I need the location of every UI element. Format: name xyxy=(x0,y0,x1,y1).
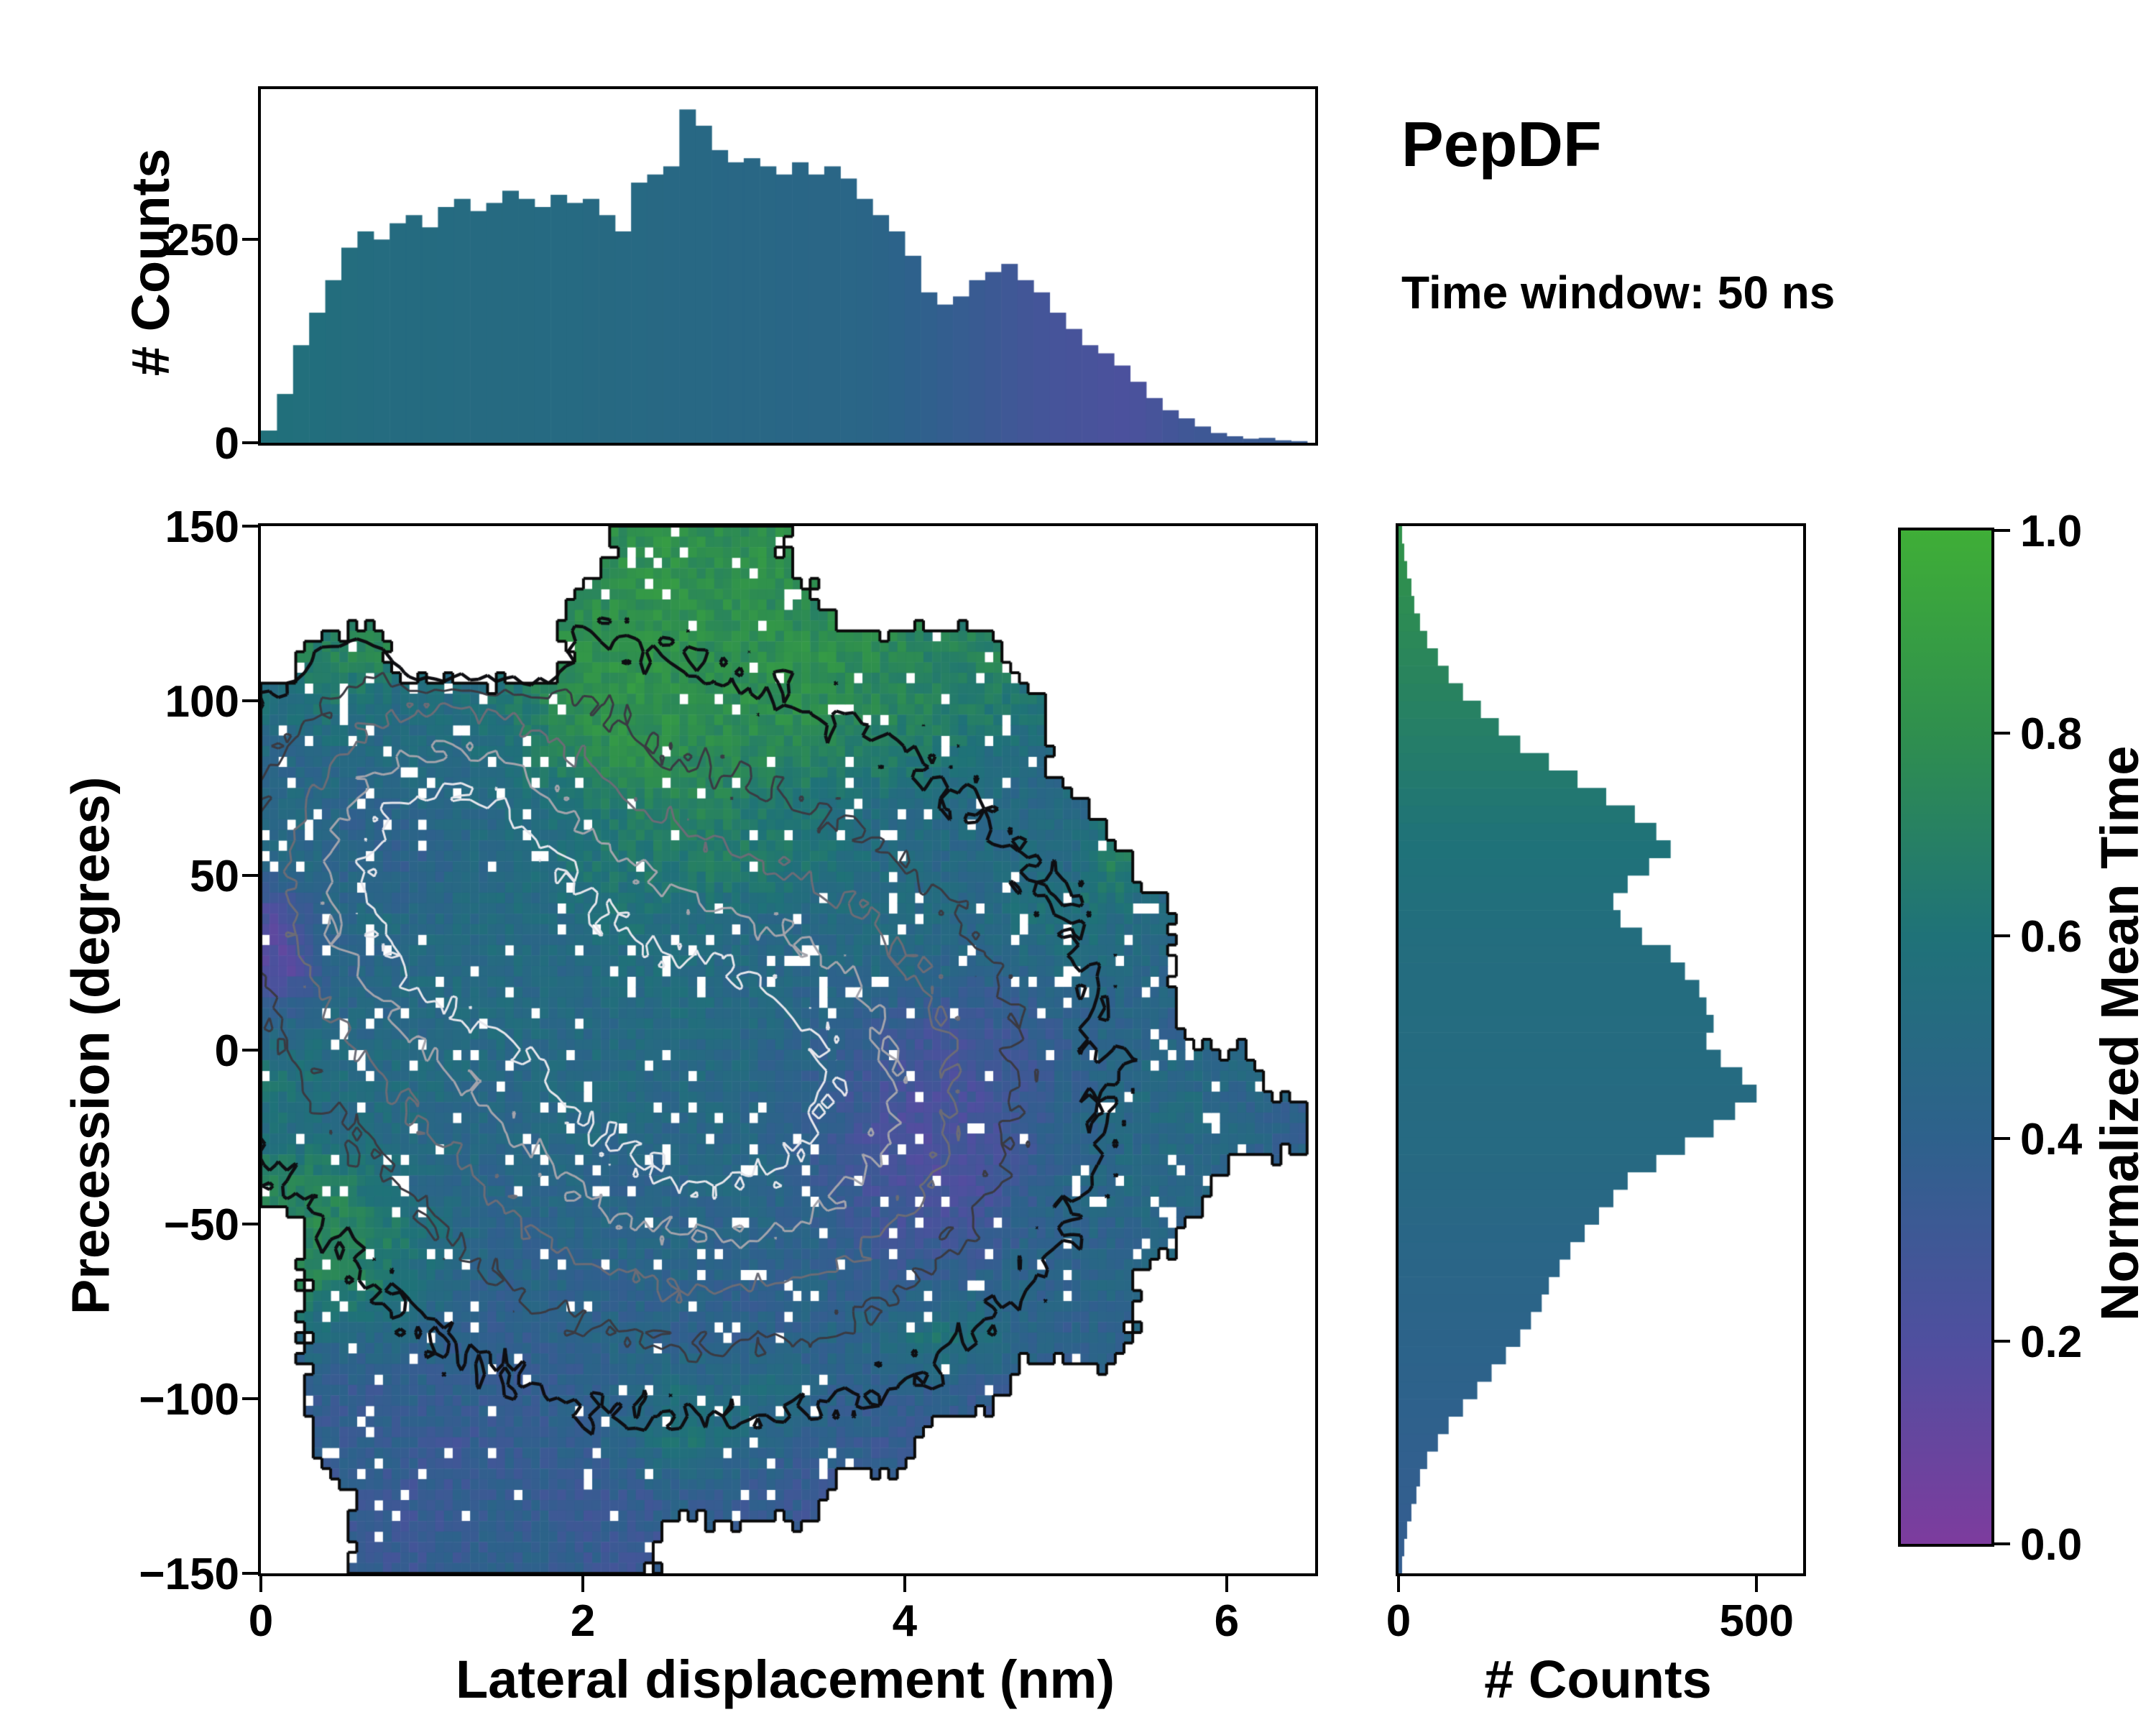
tick-mark xyxy=(903,1576,906,1592)
tick-label: 0.2 xyxy=(2020,1317,2083,1367)
tick-mark xyxy=(1994,529,2010,532)
tick-label: 0.6 xyxy=(2020,912,2083,962)
tick-label: 0.8 xyxy=(2020,709,2083,759)
tick-mark xyxy=(242,699,258,702)
tick-mark xyxy=(1994,1340,2010,1343)
tick-label: 0 xyxy=(248,1596,274,1646)
colorbar: 0.0 0.2 0.4 0.6 0.8 1.0 xyxy=(1898,508,2082,1568)
tick-label: 0 xyxy=(214,1026,239,1076)
tick-label: 0 xyxy=(1386,1596,1411,1646)
tick-label: 0.0 xyxy=(2020,1520,2083,1570)
tick-label: 1.0 xyxy=(2020,507,2083,556)
tick-mark xyxy=(1994,732,2010,735)
tick-mark xyxy=(242,1397,258,1401)
right-hist-xlabel: # Counts xyxy=(1484,1650,1712,1709)
top-histogram-panel: 0 250 xyxy=(165,86,1318,467)
tick-label: 250 xyxy=(165,216,239,266)
tick-mark xyxy=(1994,1542,2010,1545)
tick-mark xyxy=(1225,1576,1228,1592)
figure-title: PepDF xyxy=(1401,109,1602,180)
figure-subtitle: Time window: 50 ns xyxy=(1401,267,1835,318)
heatmap-canvas xyxy=(261,526,1315,1573)
tick-mark xyxy=(242,238,258,242)
tick-label: 2 xyxy=(570,1596,596,1646)
tick-mark xyxy=(1397,1576,1400,1592)
heatmap-panel: 0 2 4 6 −150 −100 −50 0 50 100 150 xyxy=(139,504,1318,1644)
tick-mark xyxy=(581,1576,584,1592)
tick-mark xyxy=(242,525,258,528)
tick-mark xyxy=(242,1572,258,1575)
tick-label: −100 xyxy=(139,1375,239,1425)
tick-label: 4 xyxy=(892,1596,918,1646)
main-xlabel: Lateral displacement (nm) xyxy=(455,1650,1115,1709)
tick-label: 500 xyxy=(1719,1596,1794,1646)
right-histogram-canvas xyxy=(1399,526,1803,1573)
tick-label: 100 xyxy=(165,676,239,727)
tick-mark xyxy=(242,1048,258,1052)
colorbar-label: Normalized Mean Time xyxy=(2090,745,2150,1322)
tick-label: −50 xyxy=(163,1200,239,1251)
tick-label: 50 xyxy=(190,851,239,901)
tick-mark xyxy=(242,873,258,877)
right-histogram-panel: 0 500 xyxy=(1386,523,1806,1644)
tick-mark xyxy=(1755,1576,1759,1592)
tick-label: 0 xyxy=(214,419,239,469)
tick-mark xyxy=(1994,1137,2010,1140)
tick-mark xyxy=(242,441,258,444)
tick-label: −150 xyxy=(139,1550,239,1599)
top-histogram-canvas xyxy=(261,89,1315,443)
tick-label: 0.4 xyxy=(2020,1115,2083,1164)
colorbar-gradient xyxy=(1901,530,1991,1544)
tick-label: 6 xyxy=(1214,1596,1240,1646)
tick-mark xyxy=(259,1576,262,1592)
tick-mark xyxy=(1994,934,2010,937)
tick-label: 150 xyxy=(165,502,239,552)
tick-mark xyxy=(242,1223,258,1226)
